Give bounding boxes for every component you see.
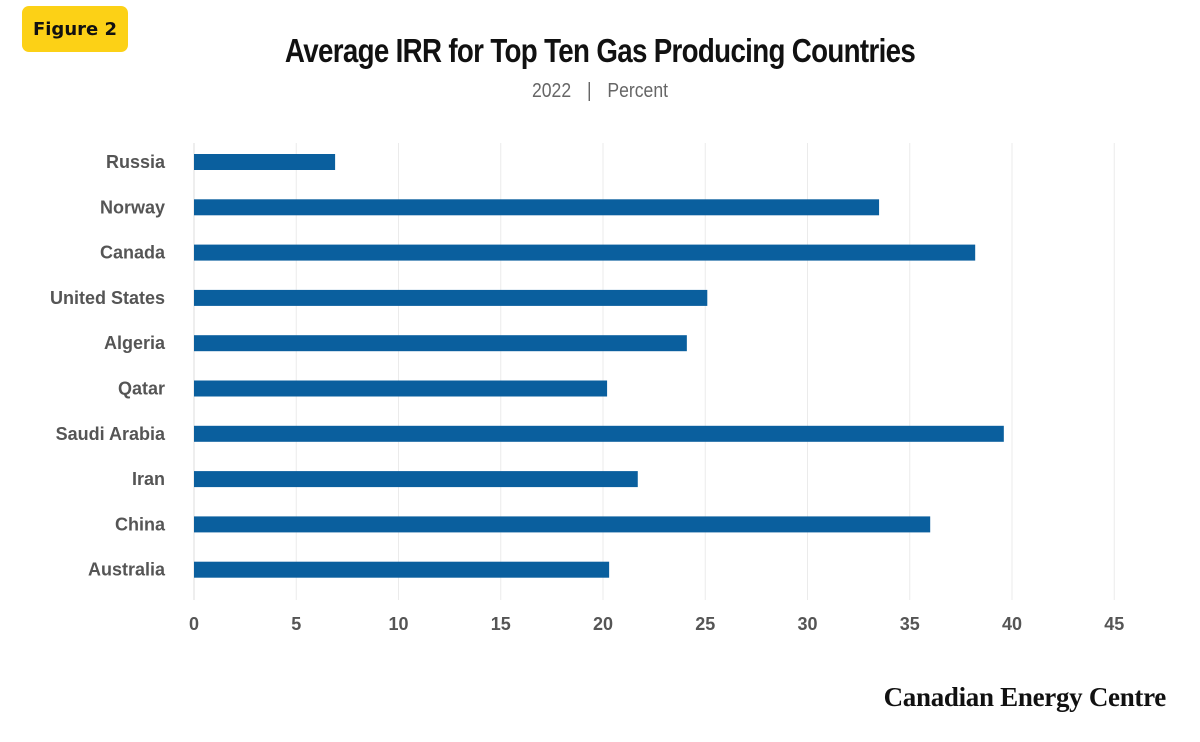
x-tick-label-40: 40 [1002, 614, 1022, 634]
bar-australia [194, 561, 610, 578]
bar-united-states [194, 289, 708, 306]
x-tick-label-45: 45 [1104, 614, 1124, 634]
subtitle-year: 2022 [531, 80, 572, 102]
subtitle-separator: | [586, 80, 592, 102]
category-label-saudi-arabia: Saudi Arabia [56, 424, 166, 444]
category-label-iran: Iran [132, 469, 165, 489]
category-label-china: China [115, 514, 166, 534]
x-tick-label-20: 20 [593, 614, 613, 634]
publisher-logo: Canadian Energy Centre [883, 682, 1167, 712]
bar-saudi-arabia [194, 425, 1004, 442]
chart-subtitle: 2022 | Percent [72, 80, 1128, 103]
category-label-canada: Canada [100, 243, 166, 263]
x-tick-label-10: 10 [388, 614, 408, 634]
chart-title: Average IRR for Top Ten Gas Producing Co… [284, 32, 916, 69]
bar-russia [194, 154, 336, 170]
bar-china [194, 516, 931, 533]
category-label-united-states: United States [50, 288, 165, 308]
category-label-algeria: Algeria [104, 333, 166, 353]
x-tick-label-5: 5 [291, 614, 301, 634]
bar-norway [194, 199, 880, 216]
x-tick-label-30: 30 [797, 614, 817, 634]
category-label-australia: Australia [88, 560, 166, 580]
x-tick-label-15: 15 [491, 614, 511, 634]
x-tick-label-35: 35 [900, 614, 920, 634]
figure-badge: Figure 2 [22, 6, 128, 52]
subtitle-unit: Percent [607, 80, 669, 102]
bar-iran [194, 471, 638, 488]
category-label-russia: Russia [106, 152, 166, 172]
x-tick-label-25: 25 [695, 614, 715, 634]
category-label-qatar: Qatar [118, 379, 165, 399]
x-tick-label-0: 0 [189, 614, 199, 634]
category-label-norway: Norway [100, 197, 165, 217]
bar-qatar [194, 380, 608, 397]
bar-algeria [194, 335, 687, 352]
bar-canada [194, 244, 976, 261]
